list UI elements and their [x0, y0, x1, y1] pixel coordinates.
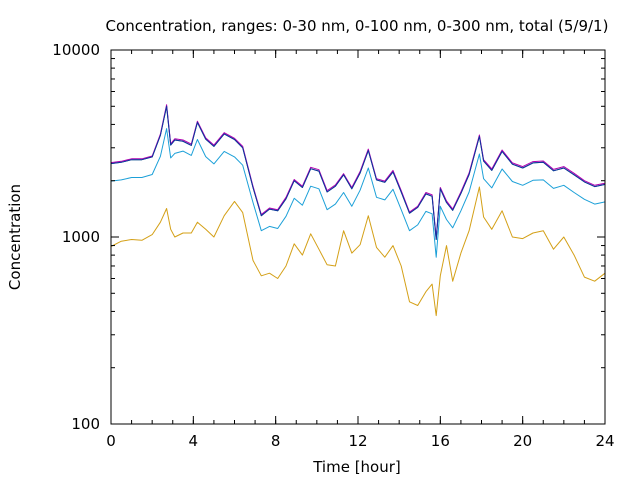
series-line-3: [110, 105, 606, 240]
x-tick-label: 8: [271, 432, 281, 450]
series-line-5: [110, 105, 606, 240]
y-tick-label: 1000: [62, 228, 100, 246]
x-tick-label: 16: [431, 432, 450, 450]
x-tick-label: 20: [513, 432, 532, 450]
x-tick-label: 4: [189, 432, 199, 450]
y-tick-label: 10000: [52, 41, 100, 59]
series-line-1: [110, 186, 606, 317]
x-tick-label: 24: [595, 432, 614, 450]
tick-layer: 0 4 8 12 16 20 24 100 1000 10000: [52, 41, 614, 450]
plot-frame: [110, 49, 606, 425]
x-tick-label: 12: [348, 432, 367, 450]
chart-title: Concentration, ranges: 0-30 nm, 0-100 nm…: [106, 17, 609, 35]
series-line-2: [110, 128, 606, 258]
y-tick-label: 100: [71, 415, 100, 433]
x-tick-label: 0: [106, 432, 116, 450]
series-layer: [110, 104, 606, 317]
x-axis-label: Time [hour]: [312, 458, 401, 476]
y-axis-label: Concentration: [6, 184, 24, 290]
series-line-4: [110, 104, 606, 239]
